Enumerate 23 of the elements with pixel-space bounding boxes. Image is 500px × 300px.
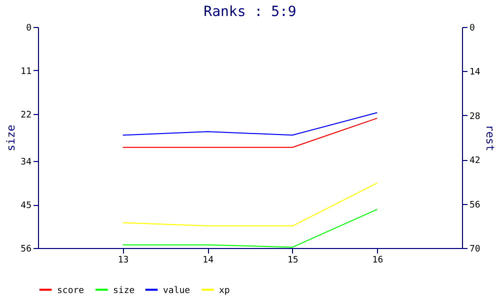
y-axis-title: size bbox=[4, 124, 18, 152]
x-tick-label: 14 bbox=[202, 256, 214, 266]
y2-axis-title: rest bbox=[483, 124, 496, 152]
y-tick-label: 34 bbox=[20, 158, 32, 168]
y2-tick-label: 42 bbox=[470, 156, 480, 166]
legend-label: value bbox=[163, 286, 190, 296]
y-tick-label: 45 bbox=[20, 201, 32, 212]
y2-tick-label: 56 bbox=[470, 200, 480, 210]
x-tick-label: 16 bbox=[372, 256, 384, 266]
y2-tick-label: 28 bbox=[470, 112, 480, 122]
y-tick-label: 56 bbox=[20, 244, 32, 254]
legend-label: score bbox=[57, 286, 84, 296]
x-tick-label: 13 bbox=[118, 256, 129, 266]
x-tick-label: 15 bbox=[287, 256, 298, 266]
y-tick-label: 11 bbox=[20, 66, 32, 77]
legend-label: size bbox=[113, 286, 135, 296]
legend-label: xp bbox=[219, 286, 230, 296]
y-tick-label: 22 bbox=[20, 110, 32, 120]
y2-tick-label: 0 bbox=[470, 24, 475, 34]
chart-title: Ranks : 5:9 bbox=[204, 4, 296, 20]
y2-tick-label: 14 bbox=[470, 68, 480, 78]
y-tick-label: 0 bbox=[26, 24, 32, 34]
y2-tick-label: 70 bbox=[470, 244, 480, 254]
